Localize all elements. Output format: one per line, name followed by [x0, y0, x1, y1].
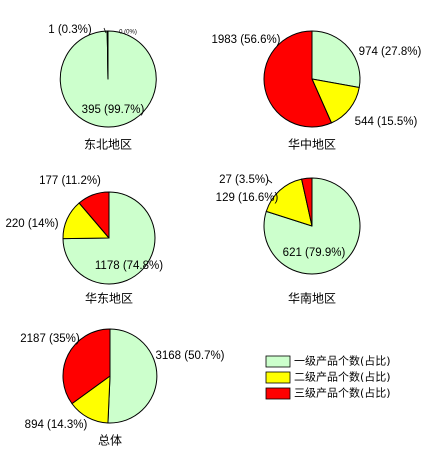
data-label: 1178 (74.8%): [95, 260, 163, 272]
pie-slice: [301, 177, 313, 227]
data-label: 621 (79.9%): [283, 247, 346, 259]
data-label: 129 (16.6%): [216, 192, 279, 204]
chart-title: 华东地区: [85, 292, 133, 306]
pie-slice: [62, 328, 111, 405]
legend-swatch: [265, 387, 291, 400]
pie-slice: [107, 328, 158, 424]
data-label: 1 (0.3%): [48, 24, 92, 36]
data-label: 894 (14.3%): [25, 419, 88, 431]
legend-entry: 一级产品个数(占比): [294, 354, 391, 368]
pie-slice: [311, 30, 361, 88]
chart-title: 总体: [98, 434, 122, 448]
legend-entry: 二级产品个数(占比): [294, 370, 391, 384]
data-label: 0 (0%): [119, 30, 137, 36]
data-label: 220 (14%): [5, 218, 58, 230]
data-label: 27 (3.5%): [219, 174, 269, 186]
label-leader: [103, 27, 107, 34]
data-label: 395 (99.7%): [82, 104, 145, 116]
pie-chart-3: 1178 (74.8%) 220 (14%) 177 (11.2%) 华东地区: [5, 175, 163, 305]
pie-slice: [62, 191, 156, 285]
pie-slice: [311, 78, 360, 124]
pie-slice: [263, 30, 332, 128]
pie-slice: [106, 30, 109, 80]
pie-chart-4: 621 (79.9%) 129 (16.6%) 27 (3.5%) 华南地区: [216, 174, 361, 306]
pie-slice: [78, 191, 110, 239]
legend-entry: 三级产品个数(占比): [294, 386, 391, 400]
label-leader: [267, 179, 273, 184]
pie-chart-5: 3168 (50.7%) 894 (14.3%) 2187 (35%) 总体: [20, 328, 225, 448]
pie-chart-1: 395 (99.7%) 0 (0%) 1 (0.3%) 东北地区: [48, 24, 157, 152]
data-label: 1983 (56.6%): [211, 34, 280, 46]
pie-chart-2: 974 (27.8%) 544 (15.5%) 1983 (56.6%) 华中地区: [211, 30, 422, 152]
legend: 一级产品个数(占比) 二级产品个数(占比) 三级产品个数(占比): [265, 354, 391, 400]
legend-swatch: [265, 371, 291, 384]
data-label: 2187 (35%): [20, 333, 80, 345]
legend-swatch: [265, 355, 291, 368]
chart-title: 华中地区: [288, 137, 336, 152]
pie-slice: [265, 178, 313, 227]
data-label: 177 (11.2%): [39, 175, 101, 187]
chart-title: 东北地区: [84, 138, 132, 152]
data-label: 974 (27.8%): [359, 46, 422, 58]
chart-title: 华南地区: [288, 291, 336, 306]
data-label: 3168 (50.7%): [155, 350, 224, 362]
data-label: 544 (15.5%): [355, 116, 418, 128]
